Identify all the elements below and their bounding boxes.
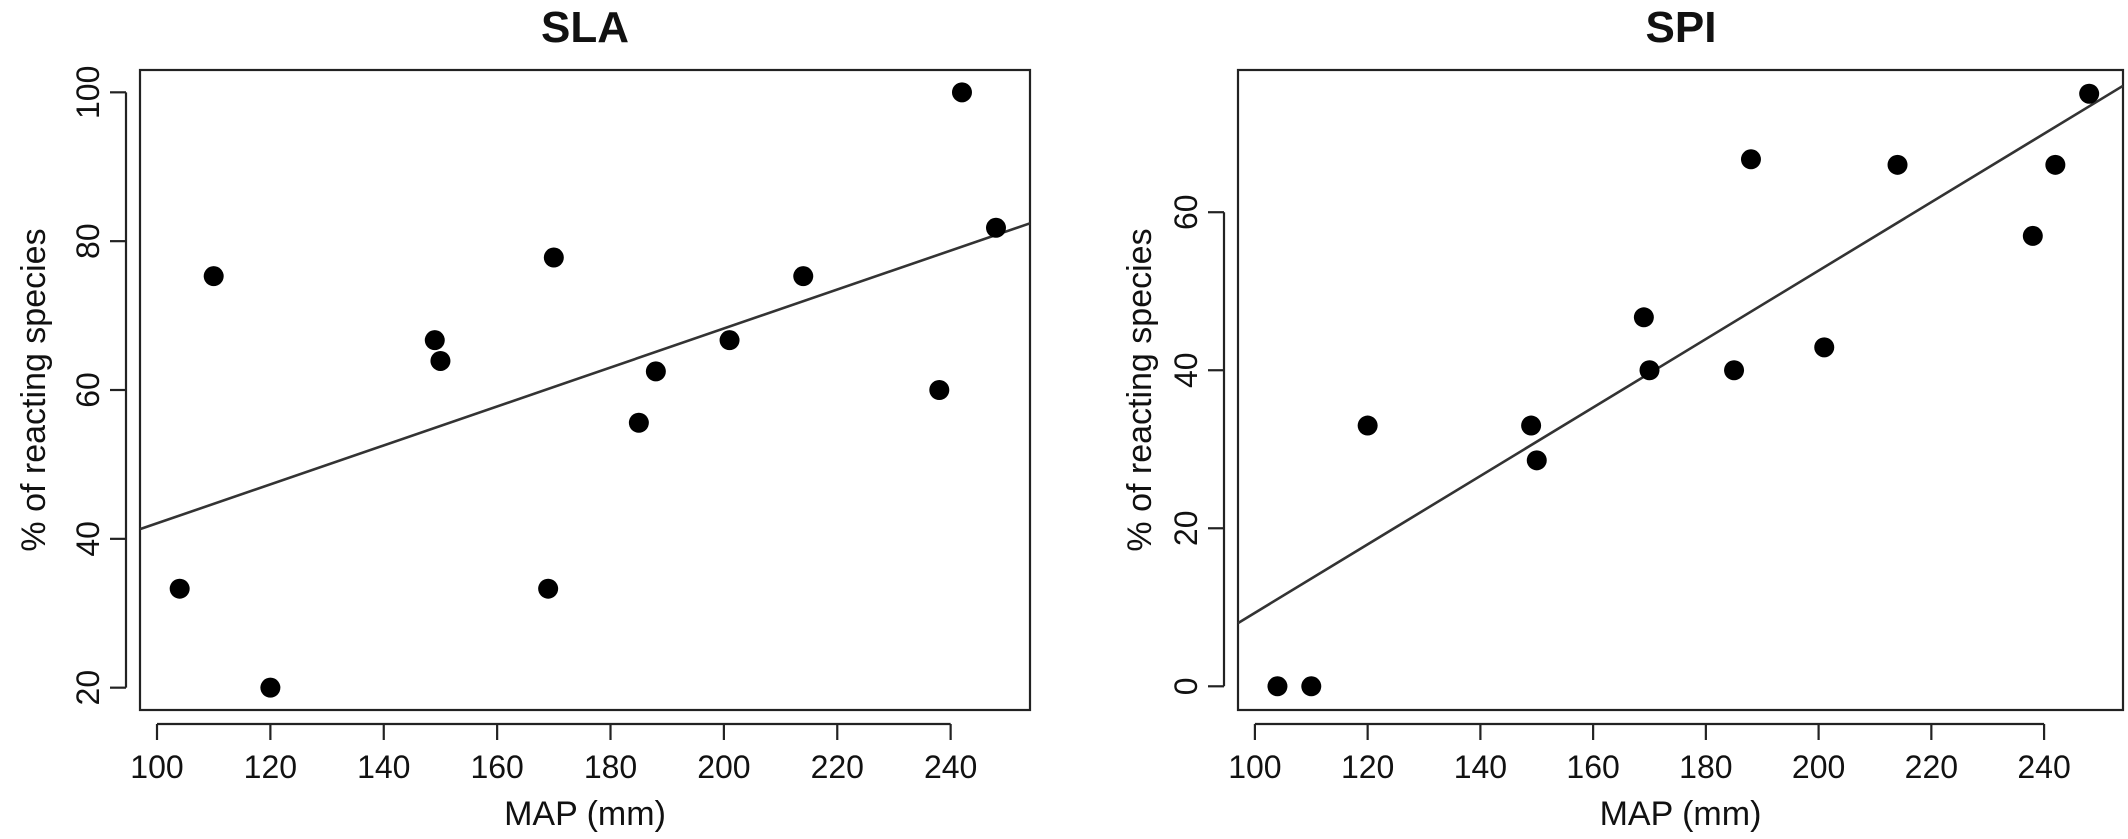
panel-spi: SPI 100 120 140 160 180 200 220 240 0 20 40 60 MAP (m… bbox=[1121, 3, 2125, 833]
data-point bbox=[543, 247, 564, 268]
x-tick-label: 240 bbox=[924, 749, 977, 785]
data-point bbox=[1633, 307, 1654, 328]
data-point bbox=[645, 361, 666, 382]
x-tick-label: 160 bbox=[1566, 749, 1619, 785]
y-tick-label: 60 bbox=[1168, 194, 1204, 230]
data-point bbox=[2045, 154, 2066, 175]
x-tick-label: 120 bbox=[244, 749, 297, 785]
data-point bbox=[951, 82, 972, 103]
data-point bbox=[793, 266, 814, 287]
panel-sla: SLA 100 120 140 160 180 200 220 240 20 40 60 80 100 MA… bbox=[15, 3, 1032, 833]
data-point bbox=[719, 330, 740, 351]
x-tick-label: 200 bbox=[1792, 749, 1845, 785]
y-tick-label: 40 bbox=[70, 521, 106, 557]
y-axis-label: % of reacting species bbox=[1121, 228, 1159, 551]
data-point bbox=[628, 412, 649, 433]
data-point bbox=[1526, 450, 1547, 471]
x-tick-label: 100 bbox=[130, 749, 183, 785]
y-tick-label: 20 bbox=[70, 670, 106, 706]
data-point bbox=[1301, 676, 1322, 697]
data-point bbox=[1357, 415, 1378, 436]
y-tick-label: 0 bbox=[1168, 677, 1204, 695]
y-tick-label: 40 bbox=[1168, 352, 1204, 388]
y-tick-label: 60 bbox=[70, 372, 106, 408]
data-point bbox=[2022, 225, 2043, 246]
chart-title: SLA bbox=[541, 3, 629, 52]
x-tick-label: 180 bbox=[1679, 749, 1732, 785]
x-tick-label: 240 bbox=[2017, 749, 2070, 785]
x-tick-label: 180 bbox=[584, 749, 637, 785]
data-point bbox=[260, 677, 281, 698]
data-point bbox=[203, 266, 224, 287]
x-tick-label: 140 bbox=[1454, 749, 1507, 785]
regression-line bbox=[1237, 84, 2124, 625]
data-point bbox=[424, 330, 445, 351]
data-point bbox=[169, 578, 190, 599]
data-point bbox=[1639, 360, 1660, 381]
plot-frame bbox=[1236, 68, 2125, 712]
x-tick-label: 220 bbox=[1905, 749, 1958, 785]
data-point bbox=[1267, 676, 1288, 697]
data-point bbox=[430, 350, 451, 371]
data-point bbox=[1814, 337, 1835, 358]
chart-title: SPI bbox=[1646, 3, 1717, 52]
data-point bbox=[2079, 83, 2100, 104]
x-axis-label: MAP (mm) bbox=[1600, 795, 1762, 833]
y-tick-label: 20 bbox=[1168, 510, 1204, 546]
data-point bbox=[538, 578, 559, 599]
y-tick-label: 100 bbox=[70, 66, 106, 119]
x-tick-label: 200 bbox=[697, 749, 750, 785]
x-tick-label: 140 bbox=[357, 749, 410, 785]
data-point bbox=[1521, 415, 1542, 436]
x-axis-label: MAP (mm) bbox=[504, 795, 666, 833]
x-tick-label: 160 bbox=[470, 749, 523, 785]
x-tick-label: 220 bbox=[811, 749, 864, 785]
data-point bbox=[1887, 154, 1908, 175]
data-point bbox=[929, 380, 950, 400]
data-point bbox=[985, 217, 1006, 238]
data-point bbox=[1724, 360, 1745, 381]
x-tick-label: 120 bbox=[1341, 749, 1394, 785]
data-point bbox=[1740, 149, 1761, 170]
y-tick-label: 80 bbox=[70, 223, 106, 259]
y-axis-label: % of reacting species bbox=[15, 228, 53, 551]
regression-line bbox=[139, 222, 1031, 531]
x-tick-label: 100 bbox=[1228, 749, 1281, 785]
plot-frame bbox=[138, 68, 1032, 712]
